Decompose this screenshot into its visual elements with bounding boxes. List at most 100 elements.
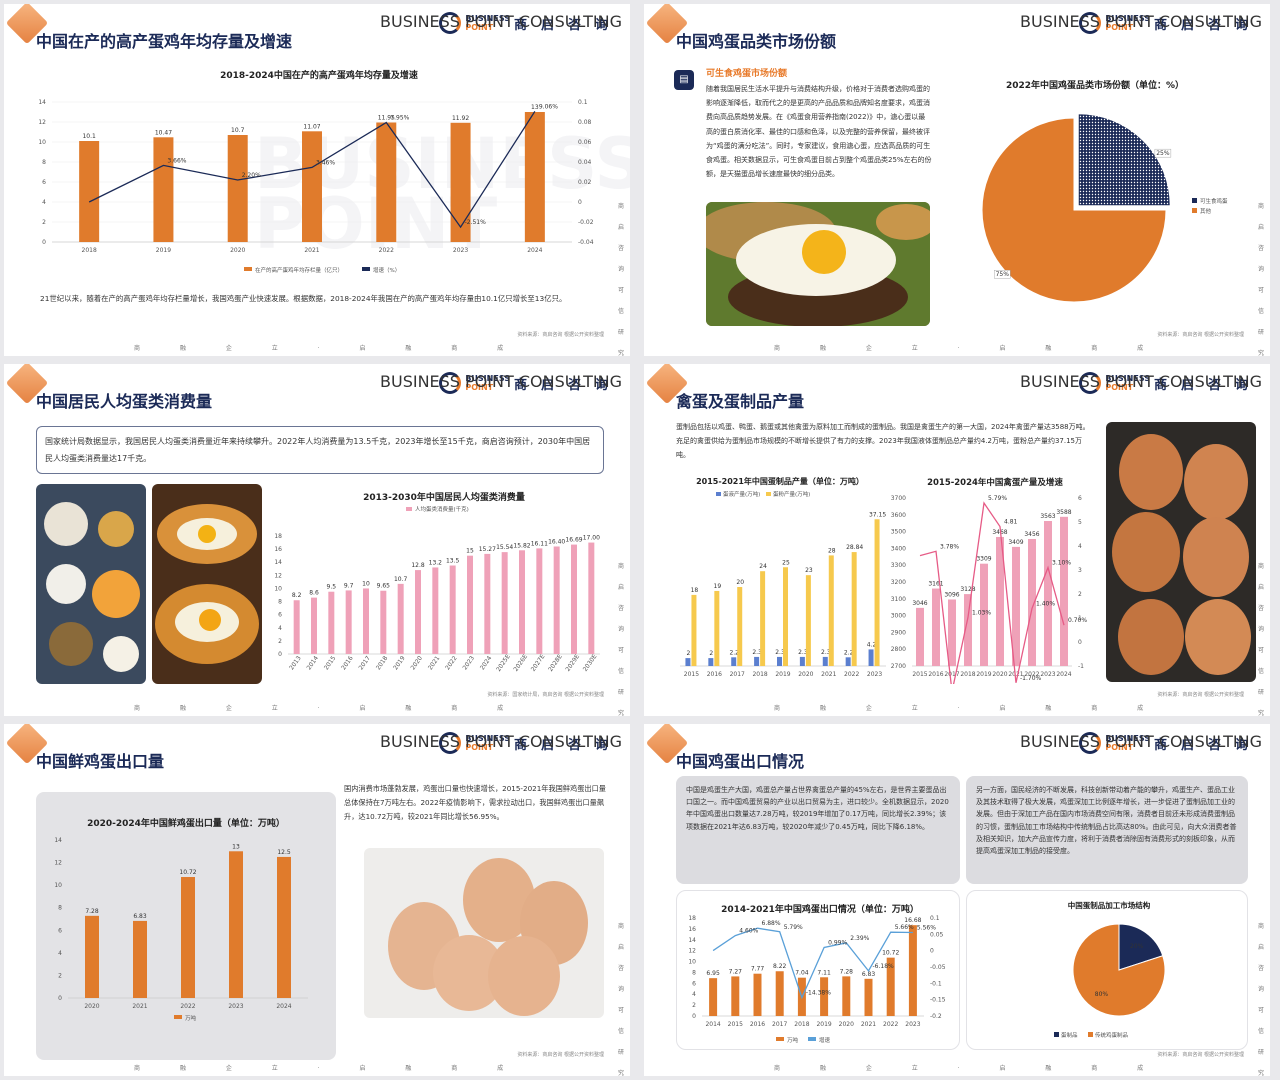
logo-cn: 商启咨询 xyxy=(1153,737,1262,753)
data-label: 37.15 xyxy=(869,511,886,518)
data-label: 2.2 xyxy=(844,649,854,656)
y2-tick-label: -0.04 xyxy=(578,239,594,246)
bar xyxy=(449,565,456,654)
footer-text: 商 融 企 立 · 启 融 商 成 xyxy=(134,345,504,352)
data-label: 7.27 xyxy=(729,968,743,975)
bar xyxy=(79,141,100,242)
slide-title: 中国鲜鸡蛋出口量 xyxy=(36,752,165,771)
data-label: 3128 xyxy=(960,586,975,593)
chart-processing-pie: 20% 80% 蛋制品 传统鸡蛋制品 xyxy=(1054,923,1166,1039)
x-tick-label: 2021 xyxy=(132,1003,147,1010)
data-label: 28 xyxy=(828,547,836,554)
slide-egg-products: 禽蛋及蛋制品产量 BUSINESS POINT 商启咨询 BUSINESS POI… xyxy=(644,364,1270,716)
logo-business: BUSINESS xyxy=(1105,374,1150,383)
y-tick-label: 14 xyxy=(274,559,282,566)
y-tick-label: 3500 xyxy=(891,529,906,536)
legend-label: 在产的高产蛋鸡年均存栏量（亿只） xyxy=(255,266,343,274)
x-tick-label: 2021 xyxy=(821,671,836,678)
data-label: 6.83 xyxy=(862,971,876,978)
legend-swatch xyxy=(362,267,370,271)
bar xyxy=(932,588,940,666)
sidebar-text: 商启咨询可信研究 xyxy=(1257,203,1264,356)
brand-logo: BUSINESS POINT 商启咨询 xyxy=(1079,372,1262,394)
x-tick-label: 2018 xyxy=(960,671,975,678)
logo-business: BUSINESS xyxy=(465,14,510,23)
sidebar-text: 商启咨询可信研究 xyxy=(617,203,624,356)
data-label: 13.5 xyxy=(446,558,460,565)
line-label: 0.70% xyxy=(1068,617,1087,624)
logo-icon xyxy=(1079,732,1102,754)
y-tick-label: 2 xyxy=(58,972,62,979)
slide-title: 禽蛋及蛋制品产量 xyxy=(676,392,805,411)
eggs-tray-photo xyxy=(1106,422,1256,682)
chart-egg-export: 0 2 4 6 8 10 12 14 16 18 -0.2 -0.15 -0.1 -0.05 0 0.05 0.… xyxy=(688,915,946,1044)
source-note: 资料来源：商启咨询 根据公开资料整理 xyxy=(517,332,604,338)
bar xyxy=(229,851,243,998)
x-tick-label: 2029E xyxy=(564,653,581,673)
bar xyxy=(536,548,543,654)
data-label: 7.11 xyxy=(817,969,831,976)
bar xyxy=(1044,521,1052,666)
data-label: 19 xyxy=(714,583,722,590)
data-label: 16.68 xyxy=(904,917,921,924)
legend-swatch xyxy=(174,1015,182,1019)
bar xyxy=(415,570,421,654)
x-tick-label: 2028E xyxy=(547,653,564,673)
y2-tick-label: -0.15 xyxy=(930,997,946,1004)
bar xyxy=(886,957,895,1016)
eggs-words-photo xyxy=(364,848,604,1018)
bar xyxy=(571,544,577,654)
x-tick-label: 2015 xyxy=(728,1021,743,1028)
slide-title: 中国鸡蛋出口情况 xyxy=(676,752,805,771)
line-label: -2.06% xyxy=(956,683,978,684)
bar xyxy=(980,563,988,666)
legend-label: 人均蛋类消费量(千克) xyxy=(415,505,469,513)
bar xyxy=(524,112,545,242)
sidebar-text: 商启咨询可信研究 xyxy=(617,563,624,716)
data-label: 3309 xyxy=(976,556,991,563)
data-label: 7.28 xyxy=(840,968,854,975)
slice-label: 20% xyxy=(1130,943,1144,950)
y-tick-label: 12 xyxy=(688,948,696,955)
x-tick-label: 2020 xyxy=(839,1021,854,1028)
y-tick-label: 16 xyxy=(274,546,282,553)
x-tick-label: 2022 xyxy=(883,1021,898,1028)
slide-paragraph: 国家统计局数据显示，我国居民人均蛋类消费量近年来持续攀升。2022年人均消费量为… xyxy=(45,437,591,463)
legend-swatch xyxy=(766,492,771,496)
slide-paragraph: 另一方面，国民经济的不断发展，科技创新带动着产能的攀升，鸡蛋生产、蛋品工业及其技… xyxy=(976,786,1237,856)
data-label: 2 xyxy=(687,650,691,657)
logo-point: POINT xyxy=(465,743,494,752)
y2-tick-label: -1 xyxy=(1078,663,1084,670)
bar xyxy=(1012,546,1020,666)
label-box xyxy=(1154,148,1172,158)
line-label: 1.03% xyxy=(972,609,991,616)
y-tick-label: 12 xyxy=(274,572,282,579)
section-heading: 可生食鸡蛋市场份额 xyxy=(706,69,788,79)
data-label: 11.95 xyxy=(378,115,395,122)
bar xyxy=(908,925,917,1016)
bar xyxy=(783,567,788,666)
x-tick-label: 2022 xyxy=(444,655,459,672)
series-line xyxy=(88,111,536,229)
bar xyxy=(805,575,811,666)
bar xyxy=(948,599,956,666)
bar xyxy=(181,877,195,998)
x-tick-label: 2021 xyxy=(861,1021,876,1028)
slide-per-capita: 中国居民人均蛋类消费量 BUSINESS POINT 商启咨询 BUSINESS … xyxy=(4,364,630,716)
y-tick-label: 18 xyxy=(274,533,282,540)
bar xyxy=(376,122,397,242)
data-label: 10.47 xyxy=(155,129,172,136)
x-tick-label: 2017 xyxy=(730,671,745,678)
x-tick-label: 2014 xyxy=(306,655,321,672)
data-label: 16.69 xyxy=(565,537,582,544)
x-tick-label: 2018 xyxy=(794,1021,809,1028)
bar xyxy=(996,536,1004,666)
legend-label: 传统鸡蛋制品 xyxy=(1095,1031,1129,1039)
y-tick-label: 10 xyxy=(274,585,282,592)
bar xyxy=(311,597,317,654)
bar xyxy=(133,920,147,998)
x-tick-label: 2024 xyxy=(276,1003,291,1010)
bar xyxy=(820,977,829,1016)
slide-egg-export: 中国鸡蛋出口情况 BUSINESS POINT 商启咨询 BUSINESS POI… xyxy=(644,724,1270,1076)
data-label: 11.92 xyxy=(452,115,469,122)
